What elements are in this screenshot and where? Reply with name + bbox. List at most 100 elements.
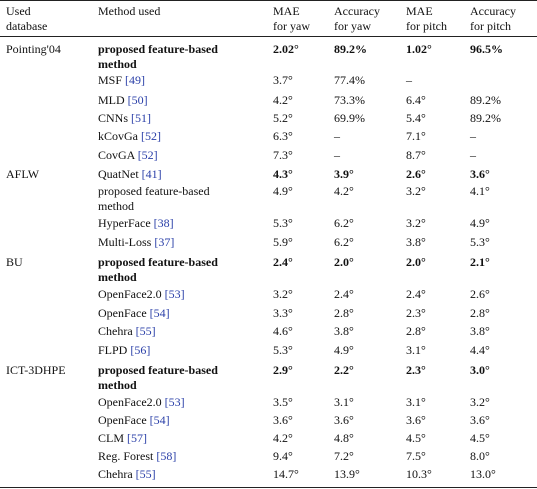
method-name: MLD [50]: [98, 93, 148, 108]
acc-yaw-value: 7.2°: [334, 449, 354, 463]
method-name-line: OpenFace2.0 [53]: [98, 287, 185, 301]
citation-link[interactable]: [37]: [151, 235, 175, 249]
mae-yaw-value: 2.02°: [273, 42, 299, 56]
method-name-line: OpenFace [54]: [98, 413, 170, 427]
acc-yaw-value: 2.8°: [334, 306, 354, 320]
mae-yaw-value: 5.2°: [273, 111, 293, 125]
method-name-line: MLD [50]: [98, 93, 148, 107]
header-mae-pitch: MAE for pitch: [406, 4, 447, 33]
method-name: Chehra [55]: [98, 324, 156, 339]
acc-pitch-value: 89.2%: [470, 111, 501, 125]
mae-yaw-value: 5.9°: [273, 235, 293, 249]
acc-pitch-value: 3.0°: [470, 363, 490, 377]
method-name-line: Reg. Forest [58]: [98, 449, 177, 463]
method-name-line: kCovGa [52]: [98, 129, 161, 143]
mae-yaw-value: 3.7°: [273, 73, 293, 87]
mae-pitch-value: 3.8°: [406, 235, 426, 249]
method-name-line: QuatNet [41]: [98, 167, 162, 181]
mae-pitch-value: –: [406, 73, 412, 87]
table-top-rule: [0, 0, 537, 1]
method-name: CNNs [51]: [98, 111, 151, 126]
mae-pitch-value: 1.02°: [406, 42, 432, 56]
mae-pitch-value: 2.3°: [406, 363, 426, 377]
header-mae-yaw: MAE for yaw: [273, 4, 310, 33]
acc-pitch-value: 5.3°: [470, 235, 490, 249]
acc-pitch-value: 4.1°: [470, 184, 490, 198]
mae-pitch-value: 4.5°: [406, 431, 426, 445]
table-header-rule: [0, 36, 537, 37]
citation-link[interactable]: [52]: [138, 129, 161, 143]
method-name: CLM [57]: [98, 431, 147, 446]
citation-link[interactable]: [55]: [132, 467, 156, 481]
citation-link[interactable]: [49]: [122, 73, 146, 87]
mae-yaw-value: 4.6°: [273, 324, 293, 338]
citation-link[interactable]: [41]: [138, 167, 162, 181]
mae-pitch-value: 3.1°: [406, 395, 426, 409]
acc-pitch-value: 3.6°: [470, 413, 490, 427]
method-name-line: proposed feature-based: [98, 255, 218, 269]
header-method-used: Method used: [98, 4, 161, 18]
method-name-line: OpenFace [54]: [98, 306, 170, 320]
mae-pitch-value: 2.8°: [406, 324, 426, 338]
citation-link[interactable]: [58]: [153, 449, 177, 463]
acc-pitch-value: 4.4°: [470, 343, 490, 357]
mae-pitch-value: 2.4°: [406, 287, 426, 301]
method-name: Reg. Forest [58]: [98, 449, 176, 464]
acc-yaw-value: 4.8°: [334, 431, 354, 445]
method-name-line: method: [98, 199, 134, 213]
method-name-line: proposed feature-based: [98, 42, 218, 56]
acc-yaw-value: 69.9%: [334, 111, 365, 125]
acc-pitch-value: 3.6°: [470, 167, 490, 181]
citation-link[interactable]: [38]: [150, 216, 174, 230]
method-name: OpenFace [54]: [98, 413, 170, 428]
database-name: AFLW: [6, 167, 40, 181]
mae-pitch-value: 5.4°: [406, 111, 426, 125]
database-name: BU: [6, 255, 23, 269]
acc-pitch-value: –: [470, 148, 476, 162]
acc-pitch-value: –: [470, 129, 476, 143]
mae-pitch-value: 7.1°: [406, 129, 426, 143]
acc-yaw-value: 2.4°: [334, 287, 354, 301]
method-name: OpenFace2.0 [53]: [98, 395, 185, 410]
mae-pitch-value: 3.1°: [406, 343, 426, 357]
method-name: MSF [49]: [98, 73, 145, 88]
citation-link[interactable]: [52]: [134, 148, 158, 162]
acc-yaw-value: 2.2°: [334, 363, 354, 377]
acc-yaw-value: 4.2°: [334, 184, 354, 198]
method-name-line: Chehra [55]: [98, 324, 156, 338]
citation-link[interactable]: [54]: [146, 413, 170, 427]
mae-yaw-value: 5.3°: [273, 343, 293, 357]
citation-link[interactable]: [51]: [128, 111, 152, 125]
citation-link[interactable]: [53]: [161, 287, 185, 301]
mae-pitch-value: 2.3°: [406, 306, 426, 320]
method-name-line: FLPD [56]: [98, 343, 151, 357]
method-name-line: Multi-Loss [37]: [98, 235, 175, 249]
method-name: QuatNet [41]: [98, 167, 162, 182]
mae-yaw-value: 3.2°: [273, 287, 293, 301]
citation-link[interactable]: [57]: [124, 431, 148, 445]
method-name: Chehra [55]: [98, 467, 156, 482]
citation-link[interactable]: [56]: [127, 343, 151, 357]
method-name: proposed feature-based method: [98, 184, 210, 214]
citation-link[interactable]: [54]: [146, 306, 170, 320]
mae-yaw-value: 2.4°: [273, 255, 293, 269]
acc-pitch-value: 8.0°: [470, 449, 490, 463]
method-name-line: method: [98, 270, 137, 284]
database-name: Pointing'04: [6, 42, 61, 56]
method-name-line: MSF [49]: [98, 73, 146, 87]
method-name: OpenFace [54]: [98, 306, 170, 321]
citation-link[interactable]: [55]: [132, 324, 156, 338]
mae-pitch-value: 2.6°: [406, 167, 426, 181]
mae-yaw-value: 14.7°: [273, 467, 299, 481]
acc-pitch-value: 4.9°: [470, 216, 490, 230]
citation-link[interactable]: [53]: [161, 395, 185, 409]
acc-yaw-value: 89.2%: [334, 42, 367, 56]
acc-yaw-value: 2.0°: [334, 255, 354, 269]
acc-pitch-value: 96.5%: [470, 42, 503, 56]
mae-yaw-value: 9.4°: [273, 449, 293, 463]
citation-link[interactable]: [50]: [124, 93, 148, 107]
acc-pitch-value: 4.5°: [470, 431, 490, 445]
method-name: Multi-Loss [37]: [98, 235, 174, 250]
method-name: kCovGa [52]: [98, 129, 161, 144]
mae-yaw-value: 6.3°: [273, 129, 293, 143]
